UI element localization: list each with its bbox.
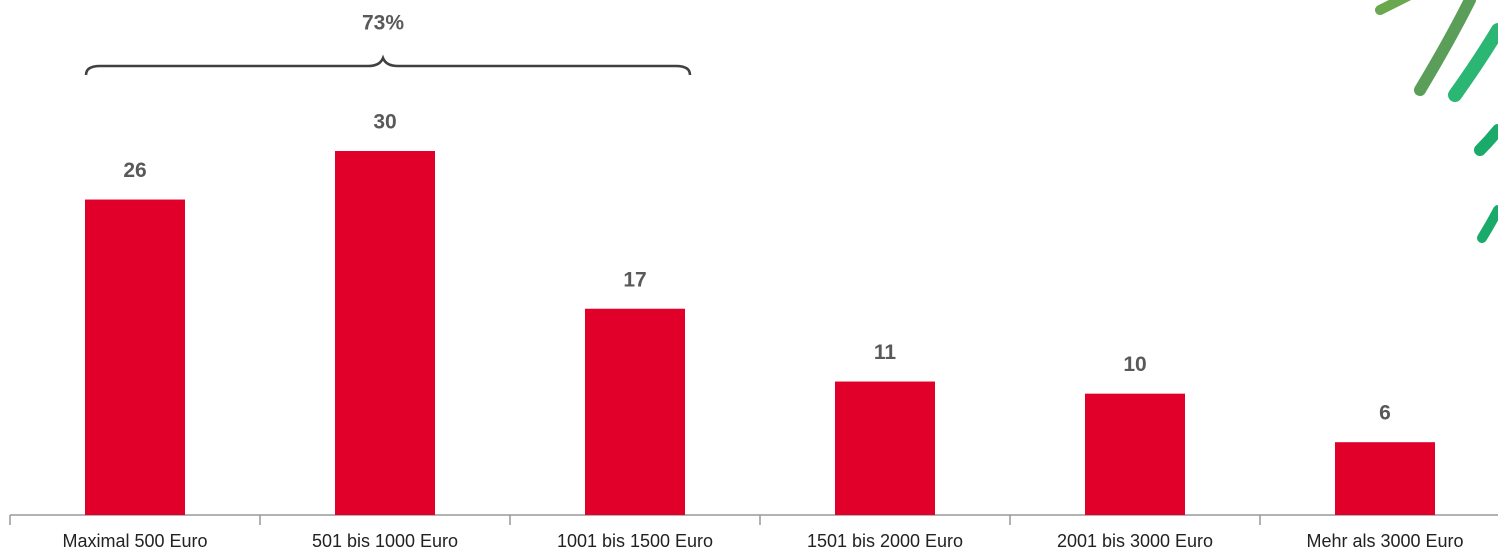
bracket bbox=[84, 54, 692, 76]
bar bbox=[85, 199, 185, 516]
value-label: 30 bbox=[373, 111, 396, 134]
value-label: 6 bbox=[1379, 402, 1391, 425]
x-tick-label: Maximal 500 Euro bbox=[62, 531, 207, 551]
x-tick-label: 2001 bis 3000 Euro bbox=[1057, 531, 1213, 551]
x-tick-label: 501 bis 1000 Euro bbox=[312, 531, 458, 551]
value-label: 17 bbox=[623, 268, 646, 291]
value-label: 10 bbox=[1123, 353, 1146, 376]
bar bbox=[835, 381, 935, 515]
x-tick-label: Mehr als 3000 Euro bbox=[1306, 531, 1463, 551]
x-tick-label: 1001 bis 1500 Euro bbox=[557, 531, 713, 551]
decoration bbox=[1375, 0, 1498, 243]
annotation: 73% bbox=[362, 12, 404, 35]
value-label: 11 bbox=[874, 341, 897, 364]
bar bbox=[1085, 393, 1185, 515]
bar bbox=[1335, 442, 1435, 515]
bar bbox=[585, 308, 685, 515]
bar bbox=[335, 151, 435, 515]
value-label: 26 bbox=[123, 159, 146, 182]
x-tick-label: 1501 bis 2000 Euro bbox=[807, 531, 963, 551]
